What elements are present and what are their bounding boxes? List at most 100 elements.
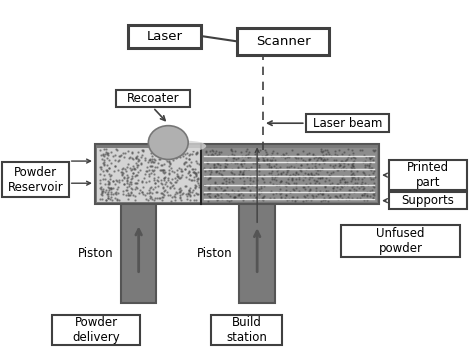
- Point: [97, 191, 104, 196]
- Point: [263, 152, 270, 158]
- Point: [315, 154, 323, 159]
- Point: [99, 168, 107, 174]
- Point: [104, 178, 112, 184]
- Point: [365, 165, 373, 170]
- Point: [107, 185, 115, 190]
- Point: [184, 191, 192, 197]
- Point: [242, 165, 250, 171]
- Point: [254, 158, 262, 164]
- Point: [128, 175, 136, 181]
- Point: [350, 158, 358, 164]
- Point: [115, 153, 123, 159]
- Point: [273, 150, 281, 156]
- Point: [353, 195, 361, 201]
- Point: [270, 148, 277, 154]
- Point: [211, 186, 219, 191]
- Point: [278, 190, 285, 195]
- Point: [122, 169, 129, 174]
- Point: [141, 155, 149, 161]
- Point: [139, 147, 146, 153]
- Point: [239, 197, 247, 203]
- Point: [312, 188, 320, 194]
- Point: [158, 197, 166, 203]
- Point: [368, 165, 376, 171]
- Point: [193, 149, 201, 155]
- Point: [99, 189, 106, 195]
- Point: [337, 162, 344, 168]
- Point: [134, 150, 142, 155]
- Point: [203, 159, 211, 164]
- Point: [120, 175, 128, 181]
- Point: [239, 174, 246, 180]
- Point: [150, 157, 158, 162]
- Point: [284, 153, 292, 158]
- Point: [175, 165, 183, 171]
- Point: [227, 159, 234, 165]
- Point: [329, 170, 337, 175]
- Point: [125, 192, 132, 198]
- Point: [304, 165, 311, 171]
- Point: [279, 151, 287, 157]
- Point: [306, 174, 313, 180]
- Point: [206, 190, 213, 196]
- Point: [96, 147, 104, 152]
- Bar: [128, 25, 201, 48]
- Point: [333, 184, 341, 190]
- Point: [260, 157, 267, 162]
- Point: [260, 158, 268, 164]
- Point: [322, 151, 330, 157]
- Point: [160, 188, 167, 194]
- Point: [341, 167, 348, 172]
- Point: [155, 183, 162, 189]
- Point: [319, 157, 327, 163]
- Point: [213, 182, 221, 188]
- Point: [146, 185, 154, 191]
- Point: [111, 163, 119, 169]
- Point: [328, 185, 336, 191]
- Point: [227, 147, 235, 153]
- Point: [155, 153, 163, 158]
- Point: [321, 183, 328, 189]
- Point: [159, 194, 167, 199]
- Point: [157, 190, 164, 196]
- Point: [132, 184, 139, 190]
- Point: [364, 192, 371, 197]
- Point: [234, 188, 242, 194]
- Point: [171, 152, 179, 157]
- Point: [151, 157, 159, 163]
- Point: [228, 149, 236, 154]
- Point: [322, 175, 329, 181]
- Point: [222, 164, 229, 170]
- Point: [147, 171, 155, 176]
- Point: [340, 150, 347, 155]
- Point: [138, 179, 146, 185]
- Point: [357, 181, 365, 187]
- Bar: [52, 315, 140, 345]
- Point: [335, 147, 343, 153]
- Point: [264, 157, 271, 163]
- Point: [151, 195, 158, 201]
- Point: [231, 194, 238, 200]
- Point: [283, 167, 291, 173]
- Point: [164, 193, 172, 198]
- Point: [148, 158, 156, 164]
- Point: [185, 187, 193, 193]
- Point: [148, 156, 155, 162]
- Point: [129, 170, 137, 176]
- Point: [165, 158, 173, 164]
- Point: [261, 183, 268, 189]
- Point: [231, 194, 239, 200]
- Point: [337, 159, 345, 165]
- Point: [123, 184, 131, 190]
- Point: [341, 179, 349, 184]
- Point: [340, 164, 348, 169]
- Point: [212, 187, 219, 192]
- Point: [169, 149, 176, 155]
- Point: [175, 190, 182, 195]
- Point: [314, 175, 322, 181]
- Point: [317, 149, 324, 154]
- Point: [191, 183, 199, 188]
- Point: [159, 190, 166, 195]
- Point: [185, 176, 193, 182]
- Point: [105, 181, 112, 187]
